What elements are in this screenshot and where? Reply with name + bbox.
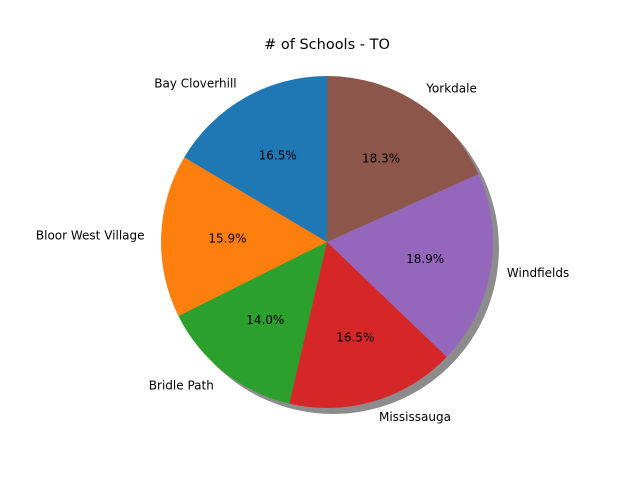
slice-label-windfields: Windfields xyxy=(507,266,569,280)
pie-slices xyxy=(161,76,493,408)
slice-labels: Bay Cloverhill Bloor West Village Bridle P… xyxy=(36,76,569,424)
pct-label-bay-cloverhill: 16.5% xyxy=(259,148,297,162)
pct-label-yorkdale: 18.3% xyxy=(362,151,400,165)
slice-label-bloor-west-village: Bloor West Village xyxy=(36,228,145,242)
pie-slice-mississauga xyxy=(289,242,447,408)
pct-label-windfields: 18.9% xyxy=(406,252,444,266)
chart-title: # of Schools - TO xyxy=(264,37,390,53)
slice-label-yorkdale: Yorkdale xyxy=(425,82,477,96)
slice-label-bay-cloverhill: Bay Cloverhill xyxy=(154,76,236,90)
pie-slice-bridle-path xyxy=(178,242,327,404)
slice-label-mississauga: Mississauga xyxy=(379,410,451,424)
pie-slice-bay-cloverhill xyxy=(184,76,327,242)
slice-label-bridle-path: Bridle Path xyxy=(149,378,214,392)
pie-slice-windfields xyxy=(327,173,493,357)
pct-label-bloor-west-village: 15.9% xyxy=(208,231,246,245)
pct-label-bridle-path: 14.0% xyxy=(246,313,284,327)
pct-label-mississauga: 16.5% xyxy=(336,330,374,344)
pie-slice-bloor-west-village xyxy=(161,157,327,317)
pie-slice-yorkdale xyxy=(327,76,479,242)
pct-labels: 16.5% 15.9% 14.0% 16.5% 18.9% 18.3% xyxy=(208,148,444,344)
